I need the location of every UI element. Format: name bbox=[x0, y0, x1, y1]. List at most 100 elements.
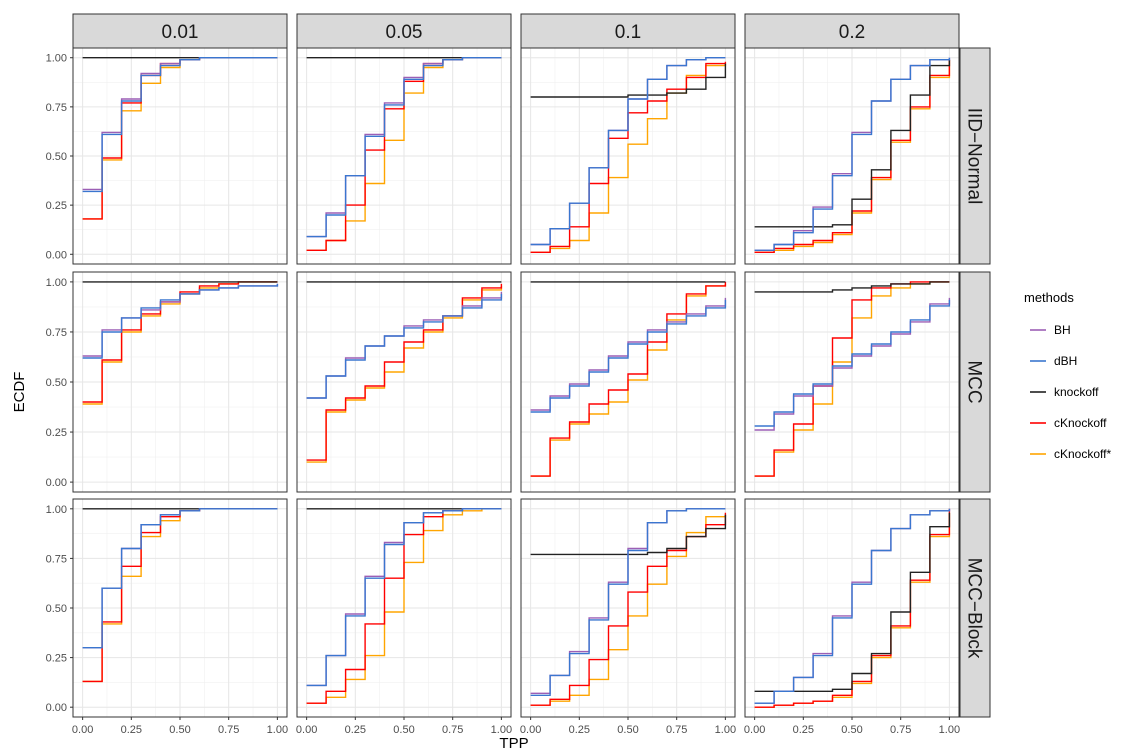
series-line-knockoff bbox=[754, 59, 951, 228]
x-tick-label: 1.00 bbox=[491, 724, 512, 736]
series-line-dbh bbox=[530, 508, 726, 696]
legend-item: cKnockoff bbox=[1030, 416, 1107, 430]
facet-panel: 0.00 0.25 0.50 0.75 1.00 bbox=[296, 498, 512, 736]
x-tick-label: 1.00 bbox=[939, 724, 960, 736]
x-tick-label: 0.00 bbox=[72, 724, 93, 736]
y-tick-label: 1.00 bbox=[46, 504, 67, 516]
col-strip bbox=[296, 13, 512, 49]
series-line-dbh bbox=[530, 299, 727, 413]
series-line-dbh bbox=[82, 508, 278, 649]
legend-title: methods bbox=[1024, 290, 1074, 305]
series-line-dbh bbox=[82, 57, 278, 193]
x-axis-title: TPP bbox=[499, 735, 528, 752]
col-strip bbox=[744, 13, 960, 49]
series-line-knockoff bbox=[530, 514, 727, 556]
row-strip bbox=[959, 271, 991, 493]
legend-label: cKnockoff bbox=[1054, 416, 1107, 430]
y-tick-label: 0.75 bbox=[46, 327, 67, 339]
legend-item: knockoff bbox=[1030, 385, 1099, 399]
series-line-knockoff bbox=[530, 63, 727, 98]
y-tick-label: 1.00 bbox=[46, 53, 67, 65]
series-line-dbh bbox=[306, 293, 503, 399]
facet-panel bbox=[520, 47, 736, 265]
series-line-dbh bbox=[754, 508, 951, 704]
row-strip bbox=[959, 47, 991, 265]
y-tick-label: 0.50 bbox=[46, 377, 67, 389]
facet-panel: 0.00 0.25 0.50 0.75 1.00 0.00 0.25 0.50 0.75 1.00 bbox=[46, 498, 288, 736]
series-line-dbh bbox=[754, 57, 951, 251]
y-tick-label: 0.00 bbox=[46, 702, 67, 714]
x-tick-label: 0.00 bbox=[520, 724, 541, 736]
col-strip-label: 0.01 bbox=[162, 22, 199, 43]
x-tick-label: 0.50 bbox=[841, 724, 862, 736]
series-line-cknockoff bbox=[530, 281, 727, 477]
facet-panel bbox=[744, 271, 960, 493]
x-tick-label: 1.00 bbox=[267, 724, 288, 736]
facet-panel bbox=[744, 47, 960, 265]
col-strip-label: 0.2 bbox=[839, 22, 865, 43]
y-tick-label: 0.00 bbox=[46, 249, 67, 261]
panel-border bbox=[296, 47, 512, 265]
col-strip bbox=[72, 13, 288, 49]
x-tick-label: 0.75 bbox=[218, 724, 239, 736]
y-tick-label: 0.00 bbox=[46, 477, 67, 489]
panels-layer: 0.01 0.05 0.1 0.2IID−NormalMCCMCC−Block0.00… bbox=[46, 13, 991, 736]
facet-panel bbox=[520, 271, 736, 493]
legend-label: knockoff bbox=[1054, 385, 1099, 399]
x-tick-label: 0.25 bbox=[793, 724, 814, 736]
x-tick-label: 0.25 bbox=[345, 724, 366, 736]
x-tick-label: 0.00 bbox=[296, 724, 317, 736]
facet-panel: 0.00 0.25 0.50 0.75 1.00 bbox=[46, 271, 288, 493]
legend-label: BH bbox=[1054, 323, 1071, 337]
y-tick-label: 0.25 bbox=[46, 653, 67, 665]
row-strip-label: IID−Normal bbox=[963, 108, 984, 205]
x-tick-label: 0.25 bbox=[121, 724, 142, 736]
series-line-dbh bbox=[754, 299, 951, 427]
legend-label: cKnockoff* bbox=[1054, 447, 1111, 461]
x-tick-label: 0.00 bbox=[744, 724, 765, 736]
series-line-knockoff bbox=[754, 281, 950, 293]
col-strip bbox=[520, 13, 736, 49]
panel-border bbox=[744, 47, 960, 265]
y-tick-label: 0.75 bbox=[46, 102, 67, 114]
x-tick-label: 0.75 bbox=[666, 724, 687, 736]
row-strip bbox=[959, 498, 991, 718]
legend: methods BH dBH knockoff cKnockoff cKnockoff* bbox=[1024, 290, 1111, 461]
y-tick-label: 1.00 bbox=[46, 277, 67, 289]
series-line-knockoff bbox=[754, 512, 951, 692]
x-tick-label: 0.25 bbox=[569, 724, 590, 736]
y-tick-label: 0.75 bbox=[46, 553, 67, 565]
y-axis-title: ECDF bbox=[11, 372, 28, 413]
x-tick-label: 0.50 bbox=[169, 724, 190, 736]
y-tick-label: 0.25 bbox=[46, 200, 67, 212]
facet-panel: 0.00 0.25 0.50 0.75 1.00 bbox=[744, 498, 960, 736]
y-tick-label: 0.25 bbox=[46, 427, 67, 439]
series-line-dbh bbox=[82, 283, 279, 359]
facet-panel: 0.00 0.25 0.50 0.75 1.00 bbox=[520, 498, 736, 736]
x-tick-label: 1.00 bbox=[715, 724, 736, 736]
row-strip-label: MCC−Block bbox=[963, 558, 984, 659]
legend-label: dBH bbox=[1054, 354, 1077, 368]
panel-border bbox=[296, 271, 512, 493]
panel-border bbox=[744, 271, 960, 493]
legend-item: dBH bbox=[1030, 354, 1077, 368]
y-tick-label: 0.50 bbox=[46, 603, 67, 615]
series-line-dbh bbox=[306, 508, 502, 687]
series-line-cknockoff bbox=[306, 283, 503, 461]
row-strip-label: MCC bbox=[963, 360, 984, 403]
panel-border bbox=[520, 47, 736, 265]
panel-border bbox=[520, 271, 736, 493]
x-tick-label: 0.50 bbox=[617, 724, 638, 736]
col-strip-label: 0.1 bbox=[615, 22, 641, 43]
facet-panel bbox=[296, 271, 512, 493]
facet-panel: 0.00 0.25 0.50 0.75 1.00 bbox=[46, 47, 288, 265]
y-tick-label: 0.50 bbox=[46, 151, 67, 163]
x-tick-label: 0.75 bbox=[442, 724, 463, 736]
x-tick-label: 0.50 bbox=[393, 724, 414, 736]
legend-item: cKnockoff* bbox=[1030, 447, 1111, 461]
series-line-dbh bbox=[530, 57, 726, 246]
x-tick-label: 0.75 bbox=[890, 724, 911, 736]
series-line-dbh bbox=[306, 57, 502, 238]
col-strip-label: 0.05 bbox=[386, 22, 423, 43]
